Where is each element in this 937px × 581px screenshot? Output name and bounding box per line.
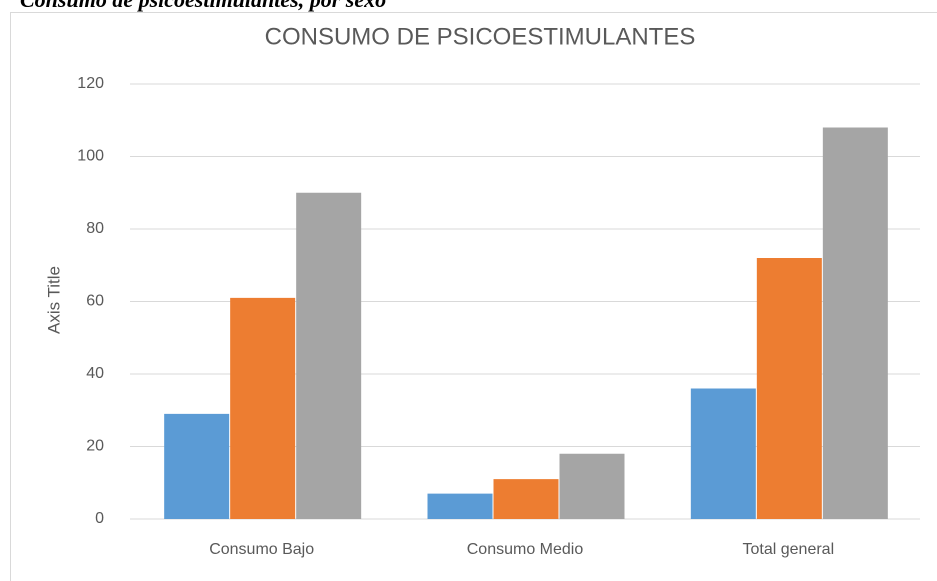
x-tick-label: Total general: [743, 541, 835, 558]
bar: [296, 192, 362, 519]
bar: [822, 127, 888, 519]
y-tick-label: 40: [86, 365, 104, 382]
bar: [164, 413, 230, 519]
x-tick-label: Consumo Bajo: [209, 541, 314, 558]
caption: Consumo de psicoestimulantes, por sexo: [20, 0, 386, 12]
y-tick-label: 80: [86, 220, 104, 237]
y-tick-label: 0: [95, 510, 104, 527]
bar: [493, 479, 559, 519]
bar: [559, 453, 625, 519]
y-tick-label: 60: [86, 293, 104, 310]
chart-border: [10, 12, 937, 581]
chart-title: CONSUMO DE PSICOESTIMULANTES: [265, 23, 696, 50]
y-tick-label: 100: [77, 148, 104, 165]
y-tick-label: 120: [77, 75, 104, 92]
bar: [756, 258, 822, 519]
bar: [427, 493, 493, 519]
bar: [690, 388, 756, 519]
x-tick-label: Consumo Medio: [467, 541, 584, 558]
y-axis-title: Axis Title: [44, 266, 63, 334]
bar: [230, 297, 296, 519]
y-tick-label: 20: [86, 438, 104, 455]
